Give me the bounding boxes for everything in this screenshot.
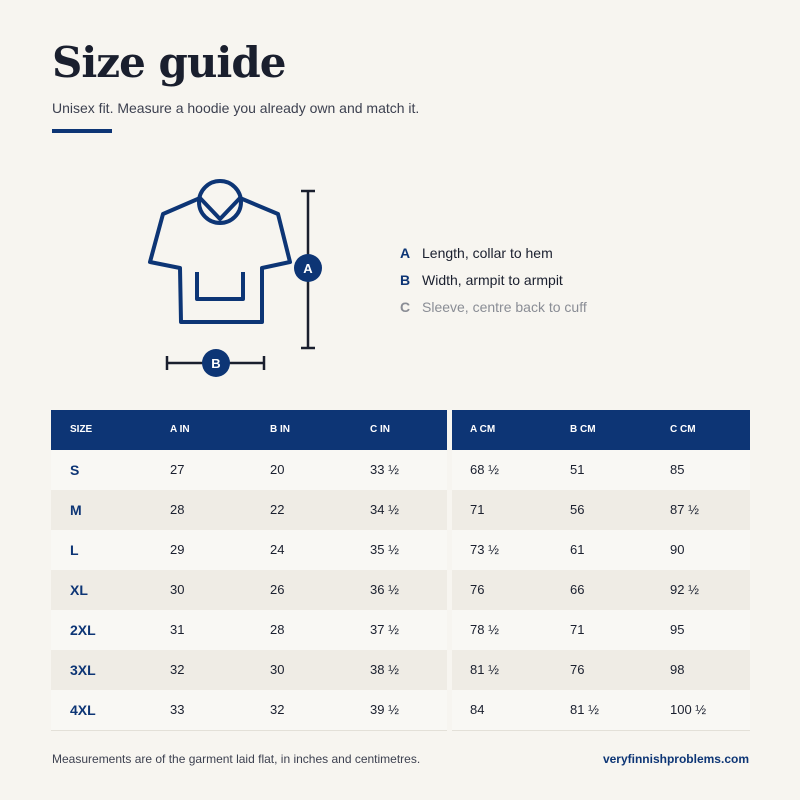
value-cell: 32 [270,702,285,717]
value-cell: 76 [570,662,585,677]
value-cell: 39 ½ [370,702,399,717]
legend-key: B [400,272,411,288]
value-cell: 71 [570,622,585,637]
footer-note: Measurements are of the garment laid fla… [52,752,421,766]
value-cell: 20 [270,462,285,477]
value-cell: 36 ½ [370,582,399,597]
value-cell: 35 ½ [370,542,399,557]
column-header: C IN [370,424,390,435]
table-row [51,490,750,531]
size-cell: XL [70,582,88,598]
value-cell: 29 [170,542,185,557]
footer-link[interactable]: veryfinnishproblems.com [602,752,749,766]
table-header [452,410,750,450]
table-header [51,410,447,450]
value-cell: 98 [670,662,685,677]
value-cell: 66 [570,582,585,597]
column-divider [447,490,452,531]
value-cell: 56 [570,502,585,517]
legend-key: C [400,299,411,315]
value-cell: 81 ½ [470,662,499,677]
accent-bar [52,129,112,133]
column-header: A CM [470,424,496,435]
value-cell: 85 [670,462,685,477]
value-cell: 28 [270,622,285,637]
column-header: B IN [270,424,290,435]
value-cell: 34 ½ [370,502,399,517]
value-cell: 95 [670,622,685,637]
legend-text: Width, armpit to armpit [422,272,563,288]
value-cell: 92 ½ [670,582,699,597]
size-cell: 2XL [70,622,96,638]
size-cell: 3XL [70,662,96,678]
value-cell: 81 ½ [570,702,599,717]
value-cell: 31 [170,622,185,637]
legend-key: A [400,245,411,261]
column-divider [447,450,452,491]
table-row [51,570,750,611]
value-cell: 26 [270,582,285,597]
legend-item: C Sleeve, centre back to cuff [400,299,587,315]
size-cell: M [70,502,82,518]
legend-text: Length, collar to hem [422,245,553,261]
value-cell: 33 ½ [370,462,399,477]
value-cell: 38 ½ [370,662,399,677]
legend-item: B Width, armpit to armpit [400,272,563,288]
value-cell: 76 [470,582,485,597]
value-cell: 73 ½ [470,542,499,557]
value-cell: 71 [470,502,485,517]
badge: B [211,356,220,371]
column-header: B CM [570,424,596,435]
value-cell: 51 [570,462,585,477]
value-cell: 32 [170,662,185,677]
column-divider [447,650,452,691]
value-cell: 61 [570,542,585,557]
value-cell: 68 ½ [470,462,499,477]
title: Size guide [52,38,286,87]
table-row [51,530,750,571]
subtitle: Unisex fit. Measure a hoodie you already… [52,100,420,116]
column-header: SIZE [70,424,93,435]
value-cell: 90 [670,542,685,557]
value-cell: 22 [270,502,285,517]
value-cell: 30 [270,662,285,677]
table-row [51,650,750,691]
value-cell: 33 [170,702,185,717]
value-cell: 37 ½ [370,622,399,637]
size-cell: L [70,542,79,558]
value-cell: 87 ½ [670,502,699,517]
value-cell: 24 [270,542,285,557]
table-row [51,610,750,651]
column-header: C CM [670,424,696,435]
column-divider [447,610,452,651]
table-row [51,690,750,731]
value-cell: 78 ½ [470,622,499,637]
size-cell: 4XL [70,702,96,718]
value-cell: 30 [170,582,185,597]
hoodie-diagram: A B [148,179,322,377]
column-divider [447,530,452,571]
value-cell: 100 ½ [670,702,707,717]
legend-item: A Length, collar to hem [400,245,553,261]
legend-text: Sleeve, centre back to cuff [422,299,587,315]
column-divider [447,690,452,731]
size-cell: S [70,462,80,478]
value-cell: 84 [470,702,485,717]
table-row [51,450,750,491]
value-cell: 27 [170,462,185,477]
value-cell: 28 [170,502,185,517]
badge: A [303,261,313,276]
column-divider [447,570,452,611]
column-header: A IN [170,424,190,435]
